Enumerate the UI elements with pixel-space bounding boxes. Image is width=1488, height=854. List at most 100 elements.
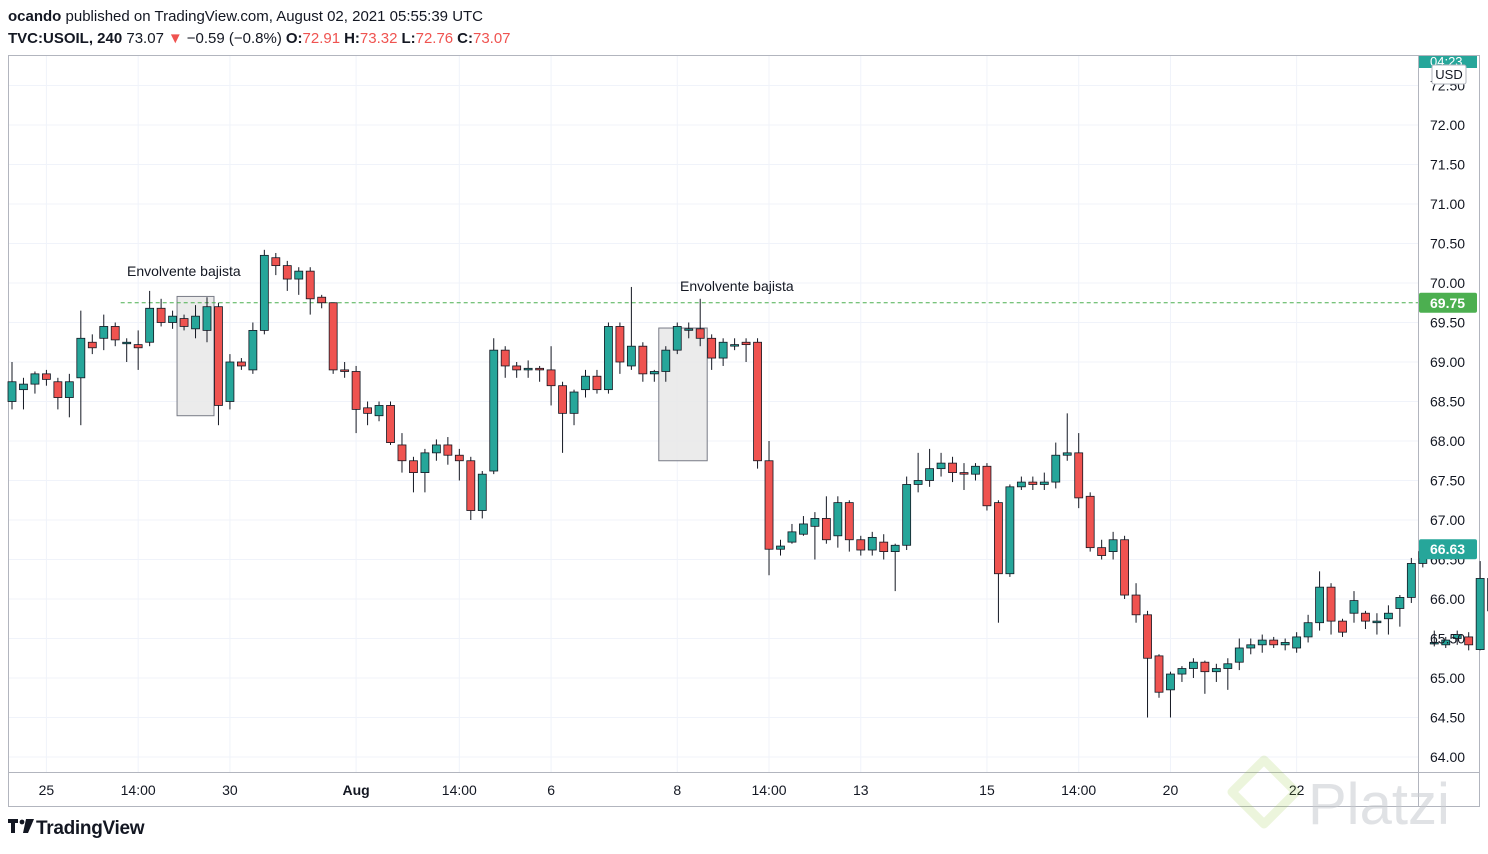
candle-up-body xyxy=(431,444,441,454)
candle xyxy=(1154,654,1164,698)
candle-up-body xyxy=(913,480,923,485)
candle xyxy=(1189,658,1198,678)
candle xyxy=(948,456,957,483)
candle xyxy=(1280,638,1290,651)
candle xyxy=(99,314,109,351)
candle xyxy=(753,338,762,469)
candle xyxy=(42,369,51,386)
time-tick-label: 14:00 xyxy=(751,782,786,798)
author-name[interactable]: ocando xyxy=(8,8,62,25)
candle xyxy=(936,452,946,477)
low-label: L: xyxy=(401,30,416,47)
candle xyxy=(821,496,831,544)
candle-up-body xyxy=(925,468,934,481)
candle-up-body xyxy=(1280,642,1290,646)
candle xyxy=(592,369,602,394)
candle-up-body xyxy=(581,375,590,391)
candle-up-body xyxy=(833,502,843,537)
price-tick-label: 64.00 xyxy=(1430,749,1465,765)
candle-down-body xyxy=(558,385,567,414)
candle-down-body xyxy=(707,337,717,359)
time-tick-label: 13 xyxy=(853,782,869,798)
candle xyxy=(890,543,900,592)
candle xyxy=(317,294,327,309)
candle-up-body xyxy=(1246,644,1256,649)
candle xyxy=(994,500,1003,623)
candle xyxy=(695,298,705,347)
candle xyxy=(1292,632,1302,653)
candle xyxy=(87,334,97,355)
chart-header: ocando published on TradingView.com, Aug… xyxy=(8,6,515,50)
candle-down-body xyxy=(156,307,166,323)
time-tick-label: 22 xyxy=(1289,782,1305,798)
candle xyxy=(294,267,304,295)
candle-up-body xyxy=(1016,481,1026,488)
tradingview-branding[interactable]: TradingView xyxy=(8,818,145,840)
close-label: C: xyxy=(457,30,473,47)
candle-up-body xyxy=(225,361,235,402)
candle-up-body xyxy=(248,329,258,371)
candle-up-body xyxy=(810,518,820,527)
time-axis[interactable]: 25 14:00 30 Aug 14:00 6 8 14:00 13 15 14:00 20 22 xyxy=(39,782,1305,798)
candle-down-body xyxy=(1361,612,1370,622)
candle xyxy=(397,433,407,473)
candle-down-body xyxy=(1131,594,1141,616)
annotation-labels: Envolvente bajista Envolvente bajista xyxy=(127,263,794,294)
time-tick-label: 25 xyxy=(39,782,55,798)
open-value: 72.91 xyxy=(302,30,341,47)
candle xyxy=(133,330,143,370)
candle-up-body xyxy=(1406,563,1416,598)
candle-down-body xyxy=(363,407,372,414)
candle xyxy=(764,441,774,576)
candle xyxy=(661,346,671,382)
level-price-label: 69.75 xyxy=(1430,295,1465,311)
candle-up-body xyxy=(145,307,155,343)
candle xyxy=(454,448,464,481)
candle-down-body xyxy=(87,341,97,349)
candle xyxy=(1166,671,1175,718)
candle xyxy=(1475,561,1485,651)
candle xyxy=(649,369,659,382)
last-price-label-bg xyxy=(1419,539,1477,560)
candle xyxy=(202,297,212,343)
candle-down-body xyxy=(443,444,453,456)
price-tick-label: 71.00 xyxy=(1430,196,1465,212)
candle xyxy=(19,377,28,410)
candle-down-body xyxy=(1154,655,1164,693)
publish-text: published on TradingView.com, August 02,… xyxy=(65,8,484,25)
symbol-label: TVC:USOIL, 240 xyxy=(8,30,123,47)
candle xyxy=(1395,595,1405,627)
candle-up-body xyxy=(19,383,28,391)
candle-down-body xyxy=(317,296,327,304)
candle xyxy=(523,360,533,378)
candle-up-body xyxy=(1349,600,1359,614)
candle-down-body xyxy=(340,369,350,372)
platzi-text: Platzi xyxy=(1308,772,1450,837)
candle-up-body xyxy=(626,345,636,367)
candle xyxy=(787,523,797,544)
candle-up-body xyxy=(7,381,17,402)
candle-up-body xyxy=(1475,578,1485,650)
candle-up-body xyxy=(420,452,430,474)
candle xyxy=(386,401,395,445)
candle-up-body xyxy=(259,254,269,331)
candle xyxy=(7,362,17,410)
candle-down-body xyxy=(1200,661,1210,673)
candle xyxy=(64,373,74,418)
candle-down-body xyxy=(351,371,361,410)
candle xyxy=(902,476,912,551)
candle xyxy=(1143,610,1152,718)
price-tick-label: 65.00 xyxy=(1430,670,1465,686)
candle-up-body xyxy=(1395,597,1405,609)
tradingview-brand: TradingView xyxy=(36,818,145,839)
candle-up-body xyxy=(1384,612,1393,620)
candle-down-body xyxy=(466,460,476,511)
price-axis[interactable]: 64.0064.5065.0065.5066.0066.5067.0067.50… xyxy=(1430,78,1465,766)
down-arrow-icon: ▼ xyxy=(167,30,183,47)
candle-up-body xyxy=(1051,454,1061,483)
candle-up-body xyxy=(523,367,533,371)
platzi-watermark: Platzi xyxy=(1226,754,1476,849)
candle xyxy=(328,302,338,374)
candle xyxy=(879,534,889,560)
